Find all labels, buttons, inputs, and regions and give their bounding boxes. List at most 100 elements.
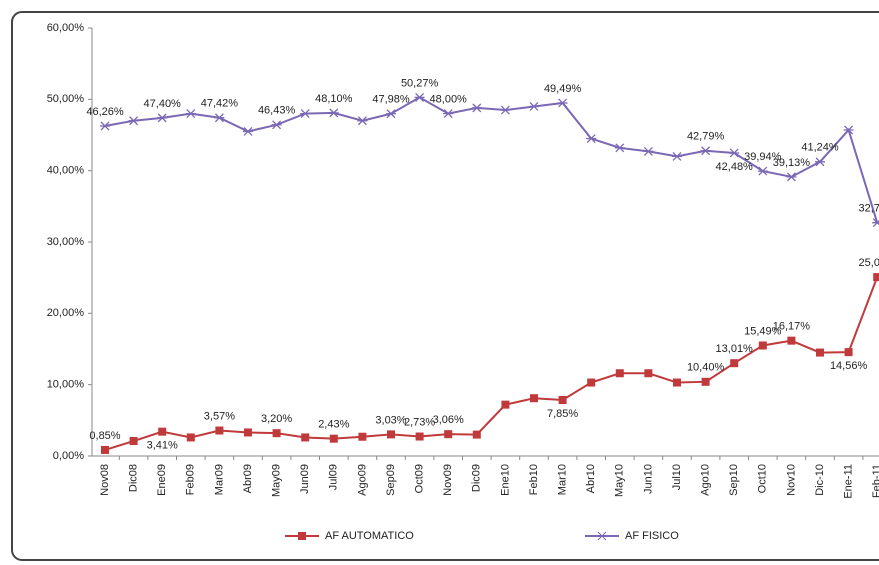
data-label: 39,94% xyxy=(744,151,782,163)
x-tick-label: Nov10 xyxy=(785,464,797,496)
x-tick-label: Ago09 xyxy=(356,464,368,496)
x-tick-label: May10 xyxy=(614,464,626,497)
data-label: 39,13% xyxy=(773,157,811,169)
x-tick-label: Ago10 xyxy=(700,464,712,496)
marker xyxy=(500,105,511,115)
data-label: 47,40% xyxy=(144,98,182,110)
marker xyxy=(529,102,539,111)
x-tick-label: Dic09 xyxy=(471,464,483,492)
marker xyxy=(128,116,139,126)
data-label: 7,85% xyxy=(547,408,578,420)
x-tick-label: Jun09 xyxy=(299,464,311,494)
marker xyxy=(530,394,538,403)
marker xyxy=(214,113,225,123)
data-label: 3,57% xyxy=(204,410,235,422)
marker xyxy=(615,369,624,378)
marker xyxy=(471,103,482,113)
data-label: 48,10% xyxy=(315,93,353,105)
x-tick-label: Dic-10 xyxy=(814,464,826,496)
marker xyxy=(700,146,711,156)
data-label: 46,43% xyxy=(258,105,296,117)
x-tick-label: Oct10 xyxy=(757,464,769,493)
data-label: 2,73% xyxy=(404,416,435,428)
data-label: 13,01% xyxy=(716,343,754,355)
marker xyxy=(729,148,740,158)
x-tick-label: Ene10 xyxy=(499,464,511,496)
marker xyxy=(300,109,311,119)
marker xyxy=(414,92,425,102)
data-label: 0,85% xyxy=(89,430,120,442)
marker xyxy=(786,172,797,182)
marker xyxy=(186,433,195,442)
data-label: 3,20% xyxy=(261,413,292,425)
marker xyxy=(328,108,339,118)
marker xyxy=(614,143,625,153)
marker xyxy=(758,341,767,350)
y-tick-label: 50,00% xyxy=(47,93,85,105)
marker xyxy=(301,433,310,442)
marker xyxy=(101,445,109,454)
marker xyxy=(215,426,224,435)
marker xyxy=(329,434,338,443)
x-tick-label: Feb-11 xyxy=(871,464,879,498)
x-tick-label: Abr09 xyxy=(242,464,254,493)
x-tick-label: May09 xyxy=(271,464,283,497)
data-label: 41,24% xyxy=(801,142,839,154)
x-tick-label: Sep10 xyxy=(728,464,740,496)
y-tick-label: 60,00% xyxy=(47,22,85,34)
y-tick-label: 20,00% xyxy=(47,307,85,319)
data-label: 50,27% xyxy=(401,77,439,89)
chart-frame xyxy=(11,11,879,561)
marker xyxy=(100,121,110,131)
marker xyxy=(357,116,368,126)
x-tick-label: Jul09 xyxy=(328,464,340,490)
legend-marker xyxy=(298,532,306,540)
series-line xyxy=(104,96,879,223)
x-tick-label: Feb09 xyxy=(185,464,197,495)
marker xyxy=(644,369,653,378)
x-tick-label: Jun10 xyxy=(642,464,654,494)
marker xyxy=(386,109,396,119)
x-tick-label: Nov09 xyxy=(442,464,454,496)
marker xyxy=(757,166,768,176)
x-tick-label: Mar09 xyxy=(213,464,225,495)
marker xyxy=(815,157,825,167)
legend-marker xyxy=(597,531,607,541)
data-label: 15,49% xyxy=(744,325,782,337)
data-label: 32,71% xyxy=(859,203,879,215)
marker xyxy=(586,134,597,144)
data-label: 25,08% xyxy=(859,257,879,269)
x-tick-label: Feb10 xyxy=(528,464,540,495)
data-label: 14,56% xyxy=(830,360,868,372)
marker xyxy=(158,427,167,436)
marker xyxy=(271,120,282,130)
marker xyxy=(443,109,454,119)
marker xyxy=(244,428,252,437)
data-label: 46,26% xyxy=(86,106,124,118)
marker xyxy=(415,432,424,441)
marker xyxy=(673,378,681,387)
marker xyxy=(444,430,453,439)
data-label: 3,03% xyxy=(375,414,406,426)
data-label: 47,42% xyxy=(201,98,239,110)
marker xyxy=(185,109,196,119)
marker xyxy=(272,429,281,438)
data-label: 3,41% xyxy=(147,440,178,452)
marker xyxy=(387,430,395,439)
x-tick-label: Mar10 xyxy=(557,464,569,495)
x-tick-label: Ene-11 xyxy=(843,464,855,499)
marker xyxy=(873,273,879,282)
marker xyxy=(701,377,710,386)
marker xyxy=(643,146,654,156)
x-tick-label: Ene09 xyxy=(156,464,168,496)
marker xyxy=(157,113,168,123)
marker xyxy=(843,125,854,135)
x-tick-label: Sep09 xyxy=(385,464,397,496)
data-label: 3,06% xyxy=(433,414,464,426)
x-tick-label: Oct09 xyxy=(414,464,426,493)
marker xyxy=(730,359,739,368)
marker xyxy=(129,437,138,446)
data-label: 42,48% xyxy=(716,161,754,173)
data-label: 10,40% xyxy=(687,362,725,374)
